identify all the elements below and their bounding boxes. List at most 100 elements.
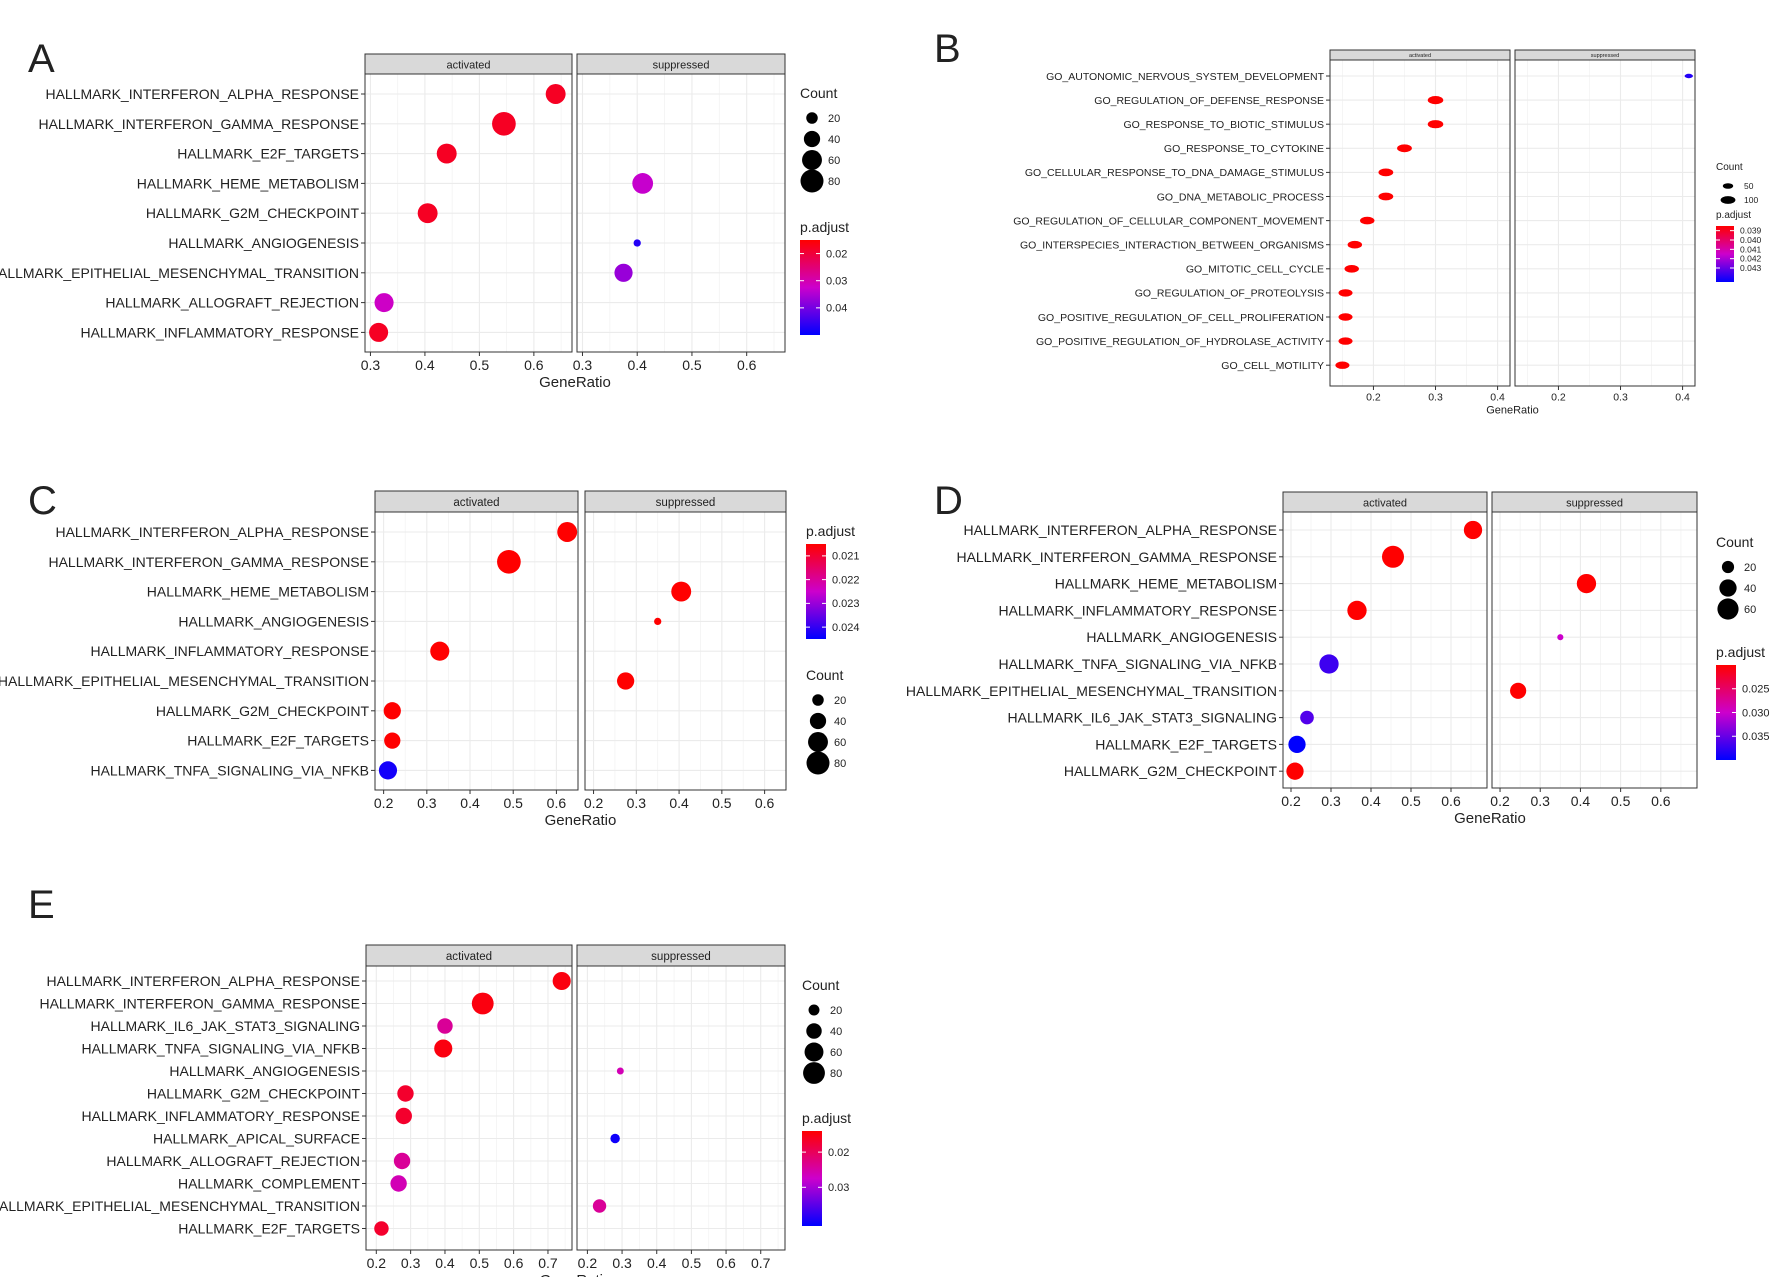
data-point: [378, 761, 398, 780]
data-point: [374, 293, 394, 313]
x-tick-label: 0.4: [1490, 392, 1505, 404]
data-point: [393, 1152, 411, 1170]
x-tick-label: 0.4: [1675, 392, 1690, 404]
size-legend-key: [1719, 579, 1737, 597]
category-label: HALLMARK_EPITHELIAL_MESENCHYMAL_TRANSITI…: [0, 673, 369, 689]
size-legend-label: 40: [1744, 583, 1756, 595]
category-label: HALLMARK_IL6_JAK_STAT3_SIGNALING: [91, 1018, 360, 1034]
size-legend-title: Count: [1716, 162, 1743, 173]
x-tick-label: 0.4: [415, 357, 435, 373]
x-tick-label: 0.3: [573, 357, 593, 373]
size-legend-label: 40: [828, 134, 840, 146]
color-legend-label: 0.02: [826, 248, 847, 260]
x-tick-label: 0.5: [1611, 793, 1631, 809]
panel-letter: E: [28, 883, 55, 927]
size-legend-label: 60: [834, 737, 846, 749]
plot-area: [1492, 512, 1697, 788]
x-tick-label: 0.2: [578, 1255, 598, 1271]
x-tick-label: 0.5: [1401, 793, 1421, 809]
x-tick-label: 0.3: [417, 795, 437, 811]
data-point: [1397, 144, 1412, 153]
x-tick-label: 0.4: [627, 357, 647, 373]
facet-label: activated: [1363, 497, 1407, 509]
facet-label: suppressed: [1566, 497, 1623, 509]
category-label: HALLMARK_INTERFERON_ALPHA_RESPONSE: [963, 522, 1277, 538]
category-label: GO_MITOTIC_CELL_CYCLE: [1186, 264, 1324, 276]
data-point: [632, 173, 654, 194]
color-legend-label: 0.022: [832, 574, 860, 586]
color-legend-label: 0.043: [1740, 263, 1762, 273]
category-label: HALLMARK_ALLOGRAFT_REJECTION: [106, 1153, 360, 1169]
plot-area: [366, 966, 572, 1250]
category-label: HALLMARK_INFLAMMATORY_RESPONSE: [80, 324, 359, 340]
plot-area: [1330, 60, 1510, 386]
category-label: HALLMARK_INFLAMMATORY_RESPONSE: [90, 643, 369, 659]
x-tick-label: 0.6: [755, 795, 775, 811]
data-point: [1378, 168, 1394, 177]
category-label: GO_CELLULAR_RESPONSE_TO_DNA_DAMAGE_STIMU…: [1025, 167, 1324, 179]
category-label: HALLMARK_ANGIOGENESIS: [169, 1063, 360, 1079]
size-legend-title: Count: [1716, 534, 1753, 550]
color-legend-label: 0.040: [1740, 235, 1762, 245]
data-point: [437, 1018, 453, 1034]
category-label: GO_REGULATION_OF_DEFENSE_RESPONSE: [1094, 95, 1324, 107]
category-label: HALLMARK_INTERFERON_ALPHA_RESPONSE: [45, 86, 359, 102]
size-legend-label: 50: [1744, 181, 1754, 191]
x-tick-label: 0.2: [584, 795, 604, 811]
data-point: [436, 143, 457, 164]
x-tick-label: 0.3: [1613, 392, 1628, 404]
category-label: HALLMARK_E2F_TARGETS: [1095, 736, 1277, 752]
plot-area: [1515, 60, 1695, 386]
size-legend-key: [800, 169, 824, 193]
data-point: [1338, 313, 1353, 321]
data-point: [369, 322, 389, 342]
data-point: [1381, 545, 1405, 568]
color-legend-label: 0.024: [832, 622, 860, 634]
data-point: [1300, 710, 1314, 725]
x-tick-label: 0.2: [1366, 392, 1381, 404]
panel-letter: A: [28, 37, 55, 81]
data-point: [1557, 634, 1564, 641]
size-legend-label: 80: [830, 1068, 842, 1080]
panel-letter: B: [934, 27, 961, 71]
data-point: [1347, 240, 1363, 249]
color-legend-label: 0.025: [1742, 684, 1770, 696]
size-legend-key: [1717, 598, 1739, 620]
data-point: [1510, 682, 1527, 699]
category-label: HALLMARK_G2M_CHECKPOINT: [147, 1086, 361, 1102]
plot-border: [576, 965, 786, 1251]
data-point: [497, 549, 521, 574]
category-label: GO_AUTONOMIC_NERVOUS_SYSTEM_DEVELOPMENT: [1046, 71, 1325, 83]
x-tick-label: 0.4: [669, 795, 689, 811]
x-tick-label: 0.3: [1531, 793, 1551, 809]
data-point: [616, 1067, 624, 1075]
x-tick-label: 0.5: [503, 795, 523, 811]
category-label: HALLMARK_INTERFERON_GAMMA_RESPONSE: [38, 116, 359, 132]
data-point: [1344, 264, 1359, 273]
plot-border: [1329, 59, 1511, 387]
category-label: HALLMARK_COMPLEMENT: [178, 1176, 360, 1192]
data-point: [654, 617, 662, 626]
size-legend-key: [806, 751, 830, 775]
color-legend-label: 0.030: [1742, 707, 1770, 719]
category-label: HALLMARK_G2M_CHECKPOINT: [146, 205, 360, 221]
category-label: HALLMARK_ALLOGRAFT_REJECTION: [105, 295, 359, 311]
category-label: GO_RESPONSE_TO_BIOTIC_STIMULUS: [1123, 119, 1324, 131]
x-tick-label: 0.4: [460, 795, 480, 811]
category-label: HALLMARK_ANGIOGENESIS: [168, 235, 359, 251]
color-legend-bar: [802, 1131, 822, 1226]
data-point: [614, 263, 633, 282]
color-legend-label: 0.02: [828, 1147, 849, 1159]
size-legend-key: [803, 130, 821, 148]
size-legend-key: [809, 712, 827, 730]
category-label: HALLMARK_INTERFERON_ALPHA_RESPONSE: [46, 973, 360, 989]
color-legend-label: 0.039: [1740, 226, 1762, 236]
x-tick-label: 0.6: [1651, 793, 1671, 809]
plot-border: [1282, 511, 1488, 789]
data-point: [1360, 216, 1375, 225]
size-legend-key: [802, 150, 822, 170]
category-label: HALLMARK_INTERFERON_GAMMA_RESPONSE: [48, 554, 369, 570]
color-legend-label: 0.042: [1740, 254, 1762, 264]
facet-label: activated: [446, 951, 492, 963]
size-legend-label: 20: [830, 1005, 842, 1017]
